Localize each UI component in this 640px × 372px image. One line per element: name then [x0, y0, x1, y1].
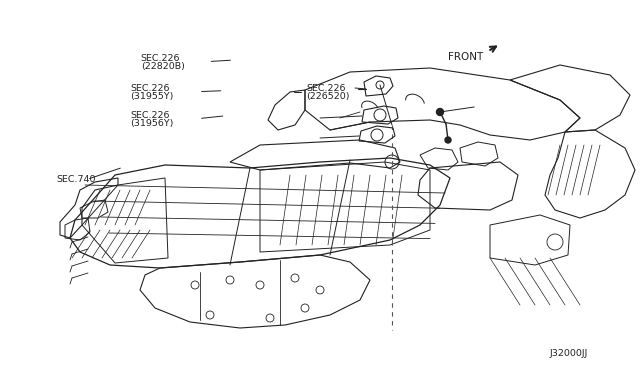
Circle shape: [316, 286, 324, 294]
Circle shape: [445, 137, 451, 143]
Text: SEC.226: SEC.226: [130, 84, 170, 93]
Circle shape: [301, 304, 309, 312]
Text: SEC.226: SEC.226: [306, 84, 346, 93]
Text: SEC.226: SEC.226: [130, 111, 170, 120]
Circle shape: [226, 276, 234, 284]
Text: (226520): (226520): [306, 92, 349, 101]
Circle shape: [256, 281, 264, 289]
Circle shape: [191, 281, 199, 289]
Circle shape: [291, 274, 299, 282]
Text: FRONT: FRONT: [448, 52, 483, 61]
Text: (22820B): (22820B): [141, 62, 185, 71]
Text: J32000JJ: J32000JJ: [549, 349, 588, 358]
Text: (31955Y): (31955Y): [130, 92, 173, 101]
Circle shape: [385, 155, 399, 169]
Circle shape: [436, 109, 444, 115]
Circle shape: [547, 234, 563, 250]
Text: SEC.226: SEC.226: [141, 54, 180, 63]
Circle shape: [266, 314, 274, 322]
Text: (31956Y): (31956Y): [130, 119, 173, 128]
Text: SEC.740: SEC.740: [56, 175, 96, 184]
Circle shape: [206, 311, 214, 319]
